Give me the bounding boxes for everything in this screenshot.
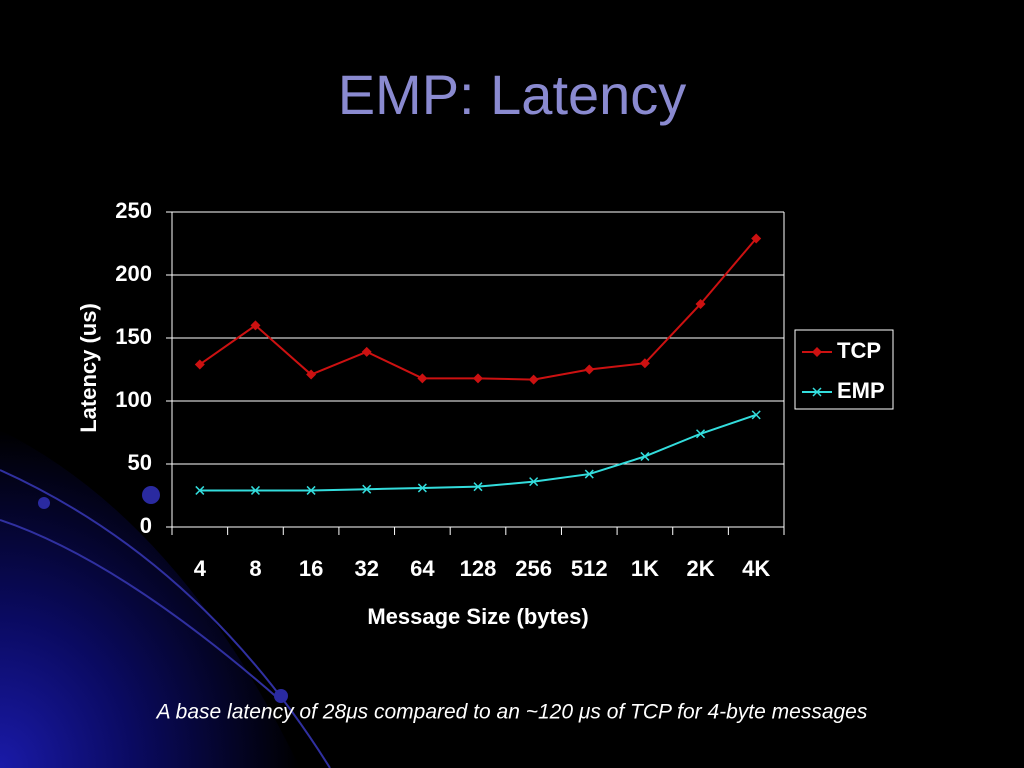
marker xyxy=(306,369,317,380)
x-tick-label: 1K xyxy=(631,556,659,581)
marker xyxy=(639,358,650,369)
legend-marker xyxy=(812,387,822,397)
legend-box xyxy=(794,329,894,410)
marker xyxy=(696,429,706,439)
caption: A base latency of 28μs compared to an ~1… xyxy=(155,701,868,724)
marker xyxy=(417,483,427,493)
marker xyxy=(751,410,761,420)
x-tick-label: 512 xyxy=(571,556,608,581)
decoration-arc xyxy=(0,469,331,768)
x-axis-label: Message Size (bytes) xyxy=(367,604,588,629)
x-tick-label: 16 xyxy=(299,556,323,581)
x-tick-label: 4 xyxy=(194,556,207,581)
y-tick-label: 0 xyxy=(140,513,152,538)
legend-label: EMP xyxy=(837,378,885,403)
marker xyxy=(250,320,261,331)
marker xyxy=(695,298,706,309)
marker xyxy=(195,485,205,495)
y-tick-label: 250 xyxy=(115,198,152,223)
x-tick-label: 256 xyxy=(515,556,552,581)
x-tick-label: 32 xyxy=(354,556,378,581)
decoration-dot xyxy=(274,689,288,703)
x-tick-label: 4K xyxy=(742,556,770,581)
marker xyxy=(306,485,316,495)
marker xyxy=(473,373,483,384)
slide-title: EMP: Latency xyxy=(338,63,687,126)
y-tick-label: 100 xyxy=(115,387,152,412)
marker xyxy=(194,359,205,370)
marker xyxy=(751,233,762,244)
y-axis-label: Latency (us) xyxy=(76,303,101,433)
marker xyxy=(529,477,539,487)
marker xyxy=(584,364,595,375)
x-tick-label: 128 xyxy=(460,556,497,581)
legend-label: TCP xyxy=(837,338,881,363)
x-tick-label: 64 xyxy=(410,556,435,581)
title-shadow: EMP: Latency xyxy=(340,66,689,129)
decoration-dot xyxy=(142,486,160,504)
marker xyxy=(640,451,650,461)
marker xyxy=(528,374,539,385)
decoration-arc xyxy=(0,519,281,701)
y-tick-label: 50 xyxy=(128,450,152,475)
marker xyxy=(584,469,594,479)
y-tick-label: 200 xyxy=(115,261,152,286)
marker xyxy=(250,485,260,495)
legend-marker xyxy=(812,347,822,357)
marker xyxy=(362,484,372,494)
marker xyxy=(473,482,483,492)
marker xyxy=(361,346,372,357)
x-tick-label: 2K xyxy=(686,556,714,581)
x-tick-label: 8 xyxy=(249,556,261,581)
decoration-dot xyxy=(38,497,50,509)
marker xyxy=(417,373,428,384)
y-tick-label: 150 xyxy=(115,324,152,349)
